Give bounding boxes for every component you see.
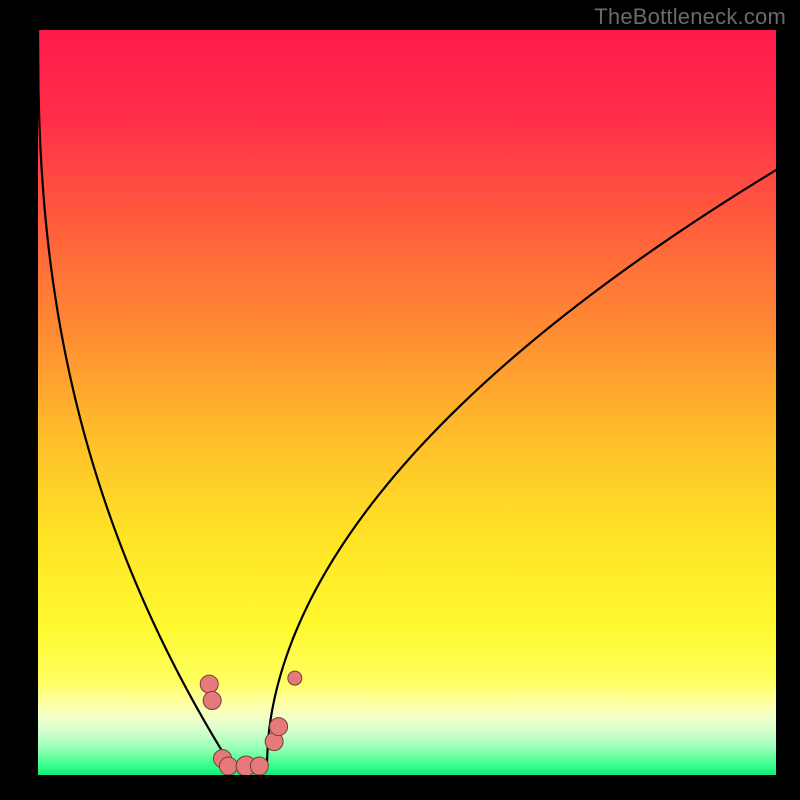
marker-point	[250, 757, 268, 775]
marker-point	[200, 675, 218, 693]
gradient-background	[38, 30, 776, 775]
marker-point	[219, 757, 237, 775]
bottleneck-chart	[38, 30, 776, 775]
chart-svg	[38, 30, 776, 775]
watermark-text: TheBottleneck.com	[594, 4, 786, 30]
marker-point	[270, 718, 288, 736]
marker-point	[288, 671, 302, 685]
marker-point	[203, 692, 221, 710]
